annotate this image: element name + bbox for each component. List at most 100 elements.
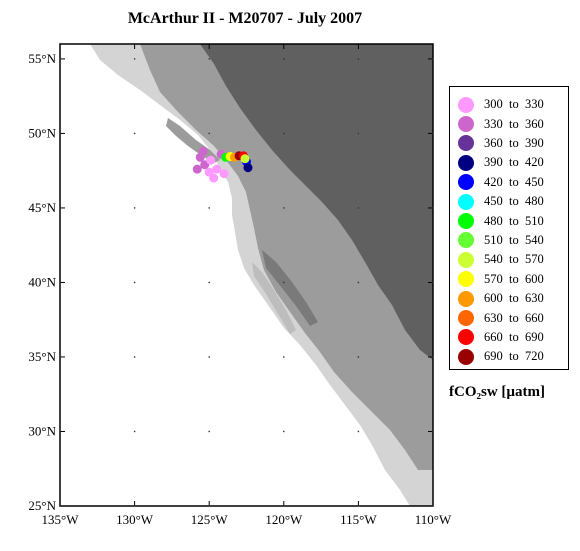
grid-dot (357, 58, 360, 60)
legend-item: 420 to 450 (458, 173, 544, 192)
grid-dot (357, 132, 360, 135)
grid-dot (357, 430, 360, 433)
central-valley (252, 262, 296, 334)
grid-dot (133, 58, 136, 60)
legend-item: 330 to 360 (458, 114, 544, 133)
grid-dot (283, 207, 285, 209)
lon-tick-label: 130°W (116, 512, 154, 527)
grid-dot (133, 356, 136, 358)
lat-tick-label: 30°N (28, 423, 56, 438)
grid-dot (59, 356, 61, 358)
legend-swatch (458, 271, 474, 288)
legend-swatch (458, 193, 474, 210)
grid-dot (208, 207, 210, 209)
grid-dot (357, 207, 360, 209)
grid-dot (283, 132, 285, 135)
grid-dot (283, 281, 285, 284)
cruise-track (192, 146, 253, 183)
legend-label: 360 to 390 (484, 135, 544, 150)
grid-dot (59, 505, 61, 507)
legend-label: 570 to 600 (484, 271, 544, 286)
grid-dot (283, 356, 285, 358)
grid-dot (208, 356, 210, 358)
legend-item: 630 to 660 (458, 308, 544, 327)
legend-swatch (458, 329, 474, 346)
sierra-relief (262, 250, 318, 326)
lat-tick-label: 55°N (28, 51, 56, 66)
fco2-point (198, 146, 208, 156)
legend-item: 570 to 600 (458, 270, 544, 289)
legend-item: 540 to 570 (458, 250, 544, 269)
fco2-point (212, 164, 222, 174)
land-highlands (200, 44, 433, 360)
grid-dot (283, 58, 285, 60)
legend-swatch (458, 154, 474, 171)
lon-tick-label: 115°W (340, 512, 377, 527)
legend-label: 390 to 420 (484, 155, 544, 170)
legend-label: 540 to 570 (484, 252, 544, 267)
grid-dot (357, 505, 360, 507)
lat-tick-label: 45°N (28, 200, 56, 215)
legend-label: 300 to 330 (484, 97, 544, 112)
legend-swatch (458, 310, 474, 327)
lat-tick-label: 40°N (28, 274, 56, 289)
lon-tick-label: 125°W (191, 512, 229, 527)
legend-item: 480 to 510 (458, 211, 544, 230)
legend-swatch (458, 135, 474, 152)
lon-tick-label: 110°W (415, 512, 452, 527)
grid-dot (59, 207, 61, 209)
legend-units: fCO₂sw [µatm] (449, 384, 546, 400)
legend-item: 300 to 330 (458, 95, 544, 114)
fco2-point (240, 154, 250, 164)
legend-swatch (458, 251, 474, 268)
fco2-point (243, 163, 253, 173)
grid-dot (283, 430, 285, 433)
lat-tick-label: 50°N (28, 125, 56, 140)
grid-dot (432, 505, 434, 507)
grid-dot (133, 281, 136, 284)
legend-swatch (458, 174, 474, 191)
legend-label: 630 to 660 (484, 310, 544, 325)
grid-dot (357, 281, 360, 284)
legend-swatch (458, 96, 474, 113)
legend-label: 450 to 480 (484, 194, 544, 209)
legend-swatch (458, 116, 474, 133)
map-title: McArthur II - M20707 - July 2007 (127, 10, 363, 27)
fco2-point (206, 155, 216, 165)
lat-tick-label: 35°N (28, 349, 56, 364)
grid-dot (283, 505, 285, 507)
grid-dot (59, 430, 61, 433)
legend-swatch (458, 290, 474, 307)
grid-dot (432, 58, 434, 60)
lat-tick-label: 25°N (28, 498, 56, 513)
lon-tick-label: 135°W (42, 512, 80, 527)
legend-item: 600 to 630 (458, 289, 544, 308)
legend-item: 510 to 540 (458, 231, 544, 250)
legend-item: 360 to 390 (458, 134, 544, 153)
grid-dot (432, 430, 434, 433)
legend-item: 690 to 720 (458, 347, 544, 366)
legend-label: 600 to 630 (484, 291, 544, 306)
grid-dot (432, 207, 434, 209)
grid-dot (133, 430, 136, 433)
grid-dot (208, 281, 210, 284)
legend-item: 450 to 480 (458, 192, 544, 211)
fco2-point (192, 164, 202, 174)
fco2-point (219, 169, 229, 179)
axis-ticks: 25°N 30°N 35°N 40°N 45°N 50°N 55°N 135°W 130°W 12… (28, 44, 452, 527)
legend-label: 690 to 720 (484, 349, 544, 364)
legend-label: 420 to 450 (484, 174, 544, 189)
grid-dot (208, 58, 210, 60)
grid-dot (432, 132, 434, 135)
grid-dot (133, 505, 136, 507)
grid-dot (208, 430, 210, 433)
legend-label: 330 to 360 (484, 116, 544, 131)
legend-label: 510 to 540 (484, 232, 544, 247)
grid-dot (432, 281, 434, 284)
legend-item: 390 to 420 (458, 153, 544, 172)
grid-dot (357, 356, 360, 358)
grid-dot (59, 281, 61, 284)
legend-swatch (458, 213, 474, 230)
grid-dot (133, 132, 136, 135)
